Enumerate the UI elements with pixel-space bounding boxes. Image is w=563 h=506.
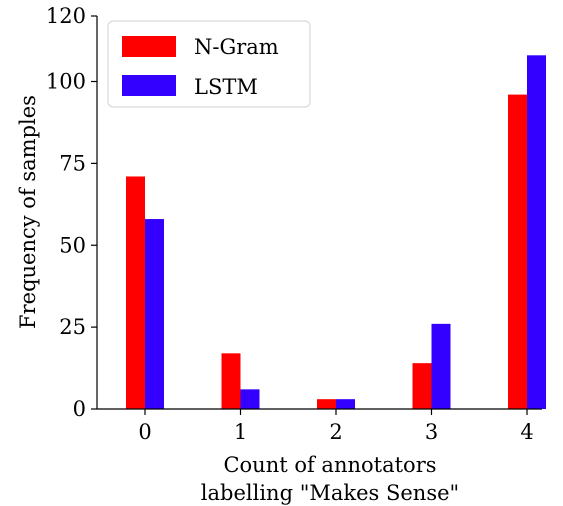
bar-ngram-0	[126, 176, 145, 409]
bar-ngram-4	[508, 94, 527, 409]
x-axis-title-line-2: labelling "Makes Sense"	[201, 481, 459, 505]
x-tick-label: 3	[425, 420, 438, 444]
y-ticks: 0 25 50 75 100 120	[46, 4, 97, 421]
x-tick-label: 2	[329, 420, 342, 444]
y-tick-label: 100	[46, 70, 86, 94]
legend: N-Gram LSTM	[107, 20, 311, 108]
bar-lstm-3	[431, 323, 451, 409]
y-tick-label: 75	[59, 151, 86, 175]
y-tick-label: 25	[59, 315, 86, 339]
bar-lstm-2	[336, 399, 355, 409]
legend-label-lstm: LSTM	[194, 75, 258, 99]
legend-swatch-ngram	[122, 36, 176, 57]
x-tick-label: 4	[520, 420, 533, 444]
y-tick-label: 0	[73, 397, 86, 421]
bar-ngram-1	[221, 353, 241, 409]
bars-layer	[126, 55, 546, 410]
legend-label-ngram: N-Gram	[194, 35, 279, 59]
y-tick-label: 50	[59, 233, 86, 257]
x-axis-title-line-1: Count of annotators	[223, 453, 436, 477]
legend-swatch-lstm	[122, 75, 176, 96]
y-tick-label: 120	[46, 4, 86, 28]
y-axis-title: Frequency of samples	[16, 95, 40, 329]
x-ticks: 0 1 2 3 4	[138, 409, 534, 444]
x-tick-label: 1	[234, 420, 247, 444]
x-tick-label: 0	[138, 420, 151, 444]
bar-ngram-3	[412, 363, 432, 409]
bar-lstm-0	[145, 219, 164, 409]
bar-lstm-1	[240, 389, 260, 409]
bar-lstm-4	[527, 55, 546, 410]
bar-ngram-2	[317, 399, 336, 409]
